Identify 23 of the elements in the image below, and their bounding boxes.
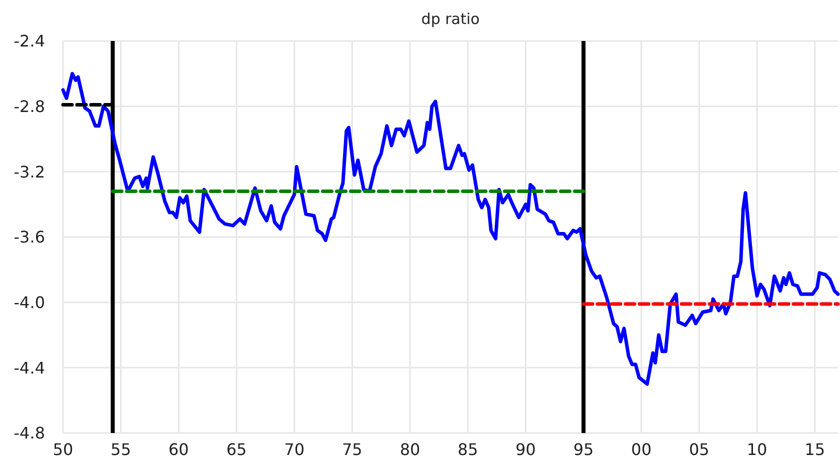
y-tick-label: -2.4: [14, 32, 45, 51]
x-tick-label: 80: [400, 440, 420, 459]
y-tick-label: -4.0: [14, 292, 45, 312]
y-tick-label: -2.8: [14, 96, 45, 116]
x-tick-label: 75: [342, 440, 362, 459]
y-tick-label: -3.6: [14, 228, 45, 247]
x-tick-label: 90: [516, 440, 536, 459]
x-tick-label: 55: [110, 440, 132, 459]
line-series: [61, 72, 840, 386]
x-tick-label: 15: [804, 440, 826, 459]
x-tick-label: 70: [284, 440, 305, 459]
x-tick-label: 00: [631, 440, 652, 459]
y-tick-label: -4.8: [14, 424, 45, 443]
x-tick-label: 50: [52, 440, 74, 459]
x-tick-label: 95: [573, 440, 594, 459]
x-tick-label: 10: [746, 440, 768, 459]
chart-title: dp ratio: [421, 10, 480, 28]
y-tick-label: -4.4: [14, 358, 45, 378]
x-tick-label: 85: [458, 440, 478, 459]
x-tick-label: 60: [168, 440, 189, 459]
y-tick-label: -3.2: [14, 162, 45, 182]
x-tick-label: 05: [689, 440, 710, 459]
x-tick-label: 65: [226, 440, 247, 459]
